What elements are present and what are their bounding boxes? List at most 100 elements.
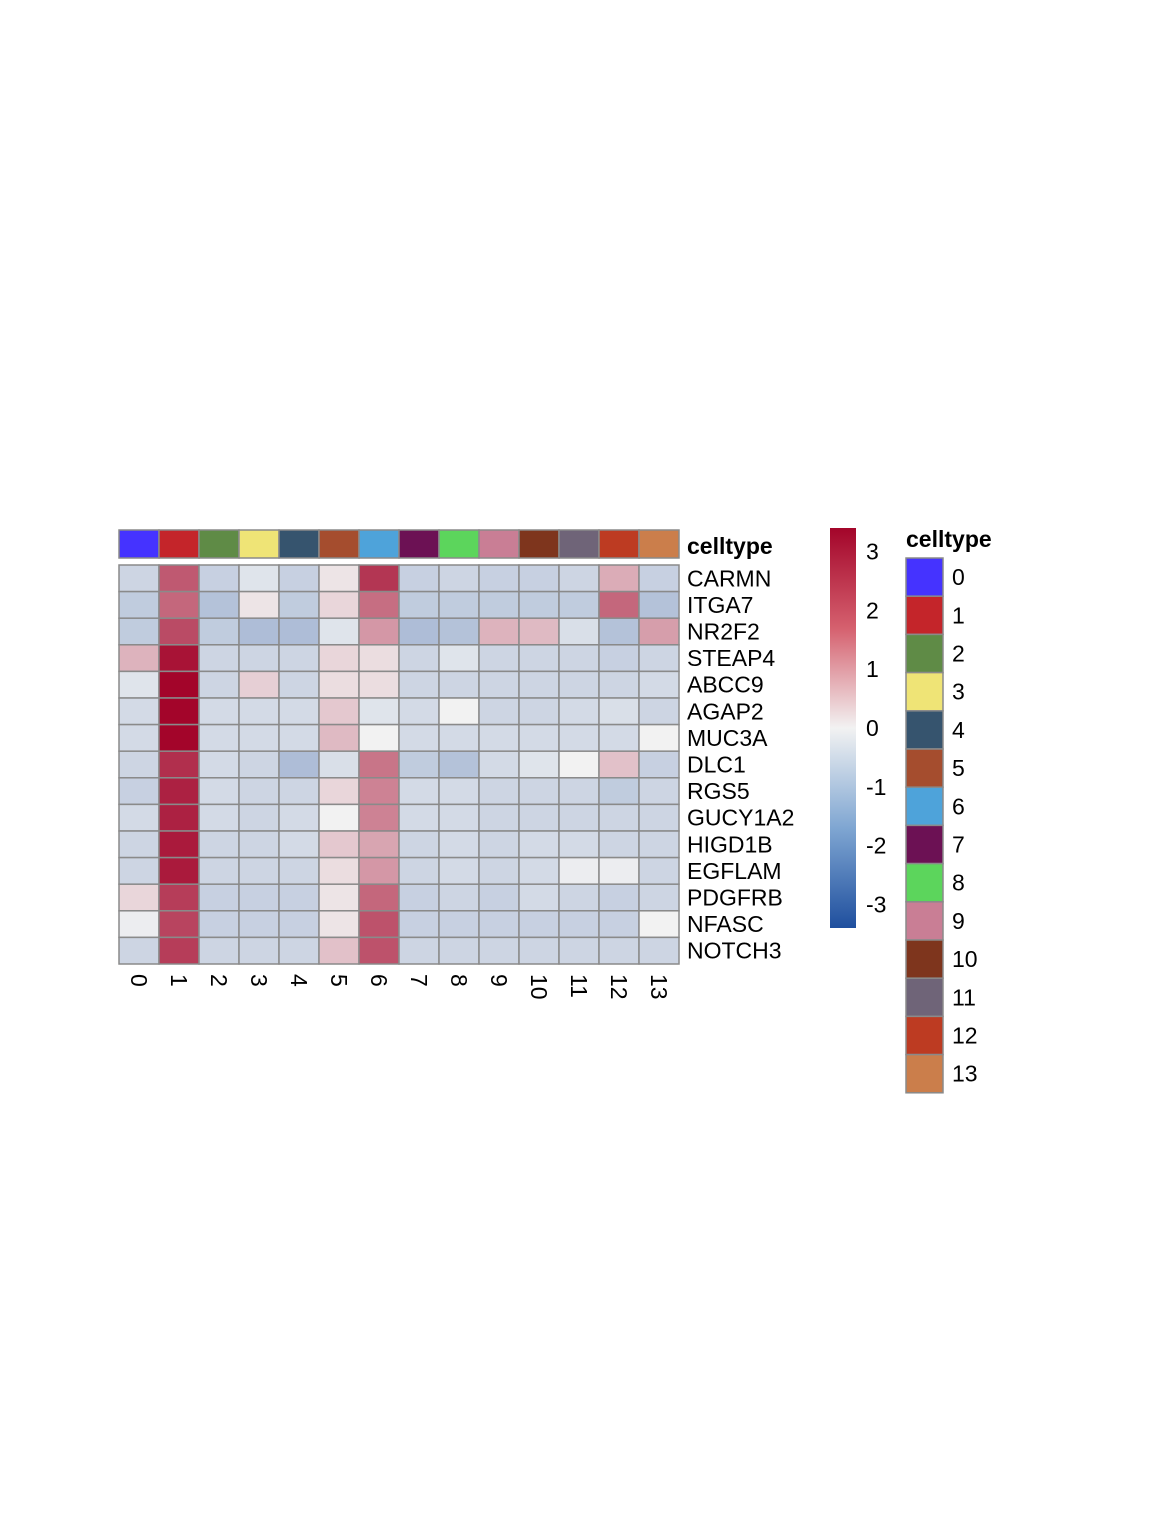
heatmap-cell	[158, 697, 200, 726]
legend-swatch-10	[905, 939, 944, 979]
heatmap-cell	[638, 883, 680, 912]
heatmap-cell	[358, 590, 400, 619]
heatmap-cell	[438, 590, 480, 619]
heatmap-cell	[198, 883, 240, 912]
heatmap-cell	[558, 910, 600, 939]
heatmap-cell	[238, 936, 280, 965]
heatmap-cell	[318, 617, 360, 646]
heatmap-cell	[598, 777, 640, 806]
cluster-label: 10	[526, 974, 552, 1000]
heatmap-cell	[118, 697, 160, 726]
heatmap-cell	[318, 777, 360, 806]
heatmap-cell	[438, 697, 480, 726]
heatmap-cell	[158, 936, 200, 965]
legend-label: 7	[952, 832, 965, 858]
heatmap-cell	[598, 803, 640, 832]
legend-swatch-6	[905, 786, 944, 827]
heatmap-cell	[478, 564, 520, 593]
heatmap-cell	[238, 564, 280, 593]
heatmap-cell	[118, 723, 160, 752]
heatmap-cell	[598, 723, 640, 752]
heatmap-cell	[398, 697, 440, 726]
heatmap-cell	[478, 697, 520, 726]
annotation-row-label: celltype	[687, 533, 773, 559]
gene-label: STEAP4	[687, 645, 775, 671]
heatmap-cell	[118, 883, 160, 912]
heatmap-cell	[358, 803, 400, 832]
gene-label: CARMN	[687, 565, 771, 591]
heatmap-cell	[638, 590, 680, 619]
heatmap-cell	[598, 910, 640, 939]
heatmap-cell	[558, 750, 600, 779]
heatmap-cell	[358, 644, 400, 673]
heatmap-cell	[438, 750, 480, 779]
heatmap-cell	[278, 617, 320, 646]
gene-label: GUCY1A2	[687, 805, 794, 831]
heatmap-cell	[438, 910, 480, 939]
heatmap-cell	[398, 883, 440, 912]
heatmap-cell	[238, 910, 280, 939]
heatmap-cell	[558, 697, 600, 726]
heatmap-cell	[438, 936, 480, 965]
heatmap-cell	[158, 883, 200, 912]
cluster-label: 0	[126, 974, 152, 987]
legend-label: 0	[952, 564, 965, 590]
cluster-label: 11	[566, 974, 592, 998]
heatmap-cell	[358, 936, 400, 965]
heatmap-cell	[158, 750, 200, 779]
heatmap-cell	[398, 777, 440, 806]
heatmap-cell	[558, 856, 600, 885]
cluster-label: 6	[366, 974, 392, 987]
annotation-cell-5	[318, 529, 360, 559]
heatmap-cell	[398, 803, 440, 832]
heatmap-cell	[638, 644, 680, 673]
heatmap-cell	[438, 803, 480, 832]
heatmap-cell	[438, 883, 480, 912]
heatmap-cell	[478, 830, 520, 859]
heatmap-cell	[558, 564, 600, 593]
gene-label: AGAP2	[687, 698, 764, 724]
gene-label: EGFLAM	[687, 858, 782, 884]
heatmap-cell	[478, 777, 520, 806]
heatmap-cell	[558, 670, 600, 699]
celltype-annotation-row	[118, 529, 680, 559]
heatmap-cell	[438, 830, 480, 859]
heatmap-cell	[318, 670, 360, 699]
legend-swatch-11	[905, 977, 944, 1018]
heatmap-cell	[118, 803, 160, 832]
heatmap-cell	[518, 936, 560, 965]
heatmap-cell	[118, 750, 160, 779]
heatmap-cell	[198, 750, 240, 779]
heatmap-cell	[358, 670, 400, 699]
legend-swatch-5	[905, 748, 944, 788]
heatmap-cell	[598, 670, 640, 699]
heatmap-cell	[438, 617, 480, 646]
heatmap-cell	[598, 936, 640, 965]
heatmap-cell	[318, 723, 360, 752]
heatmap-cell	[438, 723, 480, 752]
heatmap-cell	[118, 856, 160, 885]
heatmap-cell	[598, 617, 640, 646]
heatmap-cell	[398, 910, 440, 939]
heatmap-cell	[158, 803, 200, 832]
heatmap-cell	[598, 830, 640, 859]
gene-label: RGS5	[687, 778, 750, 804]
heatmap-cell	[638, 910, 680, 939]
gene-label: ABCC9	[687, 672, 764, 698]
annotation-cell-4	[278, 529, 320, 559]
heatmap-cell	[278, 883, 320, 912]
heatmap-cell	[558, 777, 600, 806]
annotation-cell-10	[518, 529, 560, 559]
heatmap-cell	[358, 617, 400, 646]
heatmap-cell	[478, 750, 520, 779]
annotation-cell-3	[238, 529, 280, 559]
heatmap-cell	[278, 830, 320, 859]
heatmap-cell	[278, 644, 320, 673]
gene-label: NOTCH3	[687, 938, 782, 964]
heatmap-cell	[278, 670, 320, 699]
heatmap-cell	[398, 830, 440, 859]
heatmap-cell	[158, 564, 200, 593]
heatmap-cell	[598, 644, 640, 673]
heatmap-cell	[278, 803, 320, 832]
heatmap-cell	[318, 697, 360, 726]
